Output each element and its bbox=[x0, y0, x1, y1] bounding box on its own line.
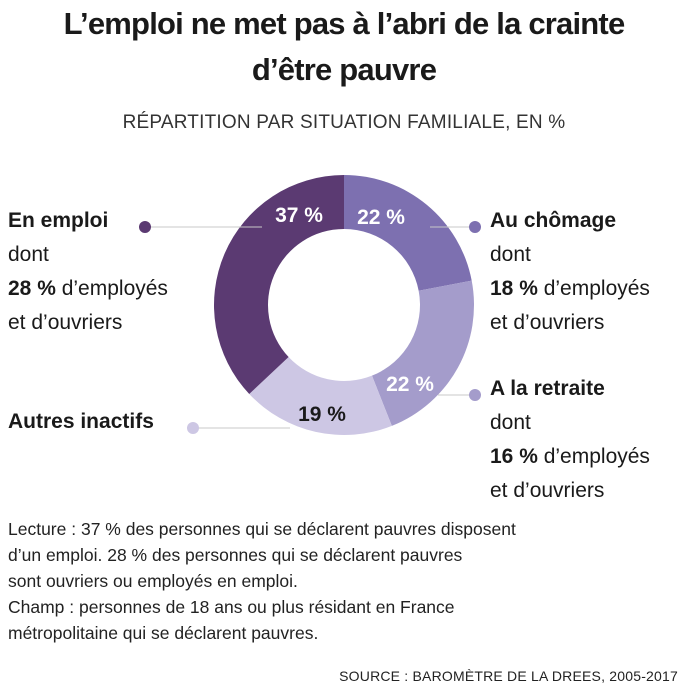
leader-en-emploi-dot bbox=[139, 221, 151, 233]
legend-au-chomage-pct: 18 % bbox=[490, 277, 538, 300]
note-line-5: métropolitaine qui se déclarent pauvres. bbox=[8, 623, 319, 643]
legend-autres-inactifs-name: Autres inactifs bbox=[8, 410, 154, 433]
source-credit: SOURCE : BAROMÈTRE DE LA DREES, 2005-201… bbox=[339, 668, 678, 684]
legend-au-chomage-name: Au chômage bbox=[490, 209, 617, 232]
legend-au-chomage-detail2: et d’ouvriers bbox=[490, 311, 605, 334]
slice-autres-inactifs bbox=[249, 357, 392, 435]
slice-a-la-retraite bbox=[371, 280, 475, 426]
slice-label-en-emploi: 37 % bbox=[275, 204, 323, 227]
legend-au-chomage-dont: dont bbox=[490, 243, 531, 266]
slice-label-autres-inactifs: 19 % bbox=[298, 403, 346, 426]
chart-title-line1: L’emploi ne met pas à l’abri de la crain… bbox=[63, 6, 626, 41]
slice-label-au-ch-mage: 22 % bbox=[357, 206, 405, 229]
legend-a-la-retraite-detail2: et d’ouvriers bbox=[490, 479, 605, 502]
legend-a-la-retraite-dont: dont bbox=[490, 411, 531, 434]
leader-autres-inactifs-dot bbox=[187, 422, 199, 434]
legend-en-emploi-detail2: et d’ouvriers bbox=[8, 311, 123, 334]
note-line-4: Champ : personnes de 18 ans ou plus rési… bbox=[8, 597, 455, 617]
note-line-2: d’un emploi. 28 % des personnes qui se d… bbox=[8, 545, 463, 565]
legend-en-emploi-detail: d’employés bbox=[55, 277, 168, 300]
legend-en-emploi-name: En emploi bbox=[8, 209, 109, 232]
chart-title-line2: d’être pauvre bbox=[251, 52, 437, 87]
legend-a-la-retraite: A la retraite dont 16 % d’employés et d’… bbox=[490, 372, 650, 508]
legend-a-la-retraite-detail: d’employés bbox=[537, 445, 650, 468]
legend-a-la-retraite-pct: 16 % bbox=[490, 445, 538, 468]
legend-en-emploi-dont: dont bbox=[8, 243, 49, 266]
leader-au-chomage-dot bbox=[469, 221, 481, 233]
legend-a-la-retraite-name: A la retraite bbox=[490, 377, 605, 400]
reading-note: Lecture : 37 % des personnes qui se décl… bbox=[8, 516, 684, 646]
legend-en-emploi: En emploi dont 28 % d’employés et d’ouvr… bbox=[8, 204, 168, 340]
slice-au-ch-mage bbox=[344, 175, 472, 291]
legend-au-chomage-detail: d’employés bbox=[537, 277, 650, 300]
note-line-1: Lecture : 37 % des personnes qui se décl… bbox=[8, 519, 516, 539]
legend-en-emploi-pct: 28 % bbox=[8, 277, 56, 300]
chart-subtitle: RÉPARTITION PAR SITUATION FAMILIALE, EN … bbox=[122, 112, 566, 133]
legend-au-chomage: Au chômage dont 18 % d’employés et d’ouv… bbox=[490, 204, 650, 340]
leader-a-la-retraite-dot bbox=[469, 389, 481, 401]
slice-en-emploi bbox=[214, 175, 344, 394]
legend-autres-inactifs: Autres inactifs bbox=[8, 405, 154, 439]
slice-label-a-la-retraite: 22 % bbox=[386, 373, 434, 396]
note-line-3: sont ouvriers ou employés en emploi. bbox=[8, 571, 298, 591]
